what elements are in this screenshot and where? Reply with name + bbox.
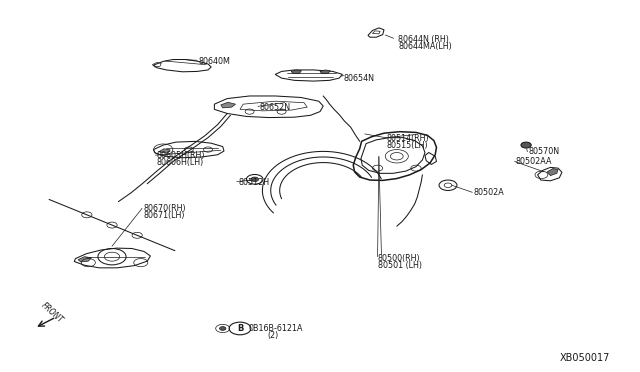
Polygon shape xyxy=(221,102,236,108)
Text: (2): (2) xyxy=(268,331,279,340)
Text: 80652N: 80652N xyxy=(259,103,291,112)
Text: 80502AA: 80502AA xyxy=(516,157,552,166)
Text: 80501 (LH): 80501 (LH) xyxy=(378,261,422,270)
Text: 80514(RH): 80514(RH) xyxy=(387,134,429,143)
Circle shape xyxy=(220,327,226,330)
Text: 80644MA(LH): 80644MA(LH) xyxy=(398,42,452,51)
Text: 80500(RH): 80500(RH) xyxy=(378,254,420,263)
Circle shape xyxy=(251,177,259,182)
Text: 80654N: 80654N xyxy=(343,74,374,83)
Text: 80644N (RH): 80644N (RH) xyxy=(398,35,449,44)
Text: B: B xyxy=(237,324,243,333)
Polygon shape xyxy=(78,257,92,262)
Polygon shape xyxy=(291,70,301,74)
Text: 80512H: 80512H xyxy=(239,178,270,187)
Text: XB050017: XB050017 xyxy=(559,353,610,363)
Text: 80605H(RH): 80605H(RH) xyxy=(156,151,205,160)
Text: 80570N: 80570N xyxy=(529,147,560,156)
Text: FRONT: FRONT xyxy=(40,301,65,325)
Text: 0B16B-6121A: 0B16B-6121A xyxy=(248,324,303,333)
Polygon shape xyxy=(320,70,330,74)
Text: 80640M: 80640M xyxy=(198,57,230,65)
Circle shape xyxy=(521,142,531,148)
Polygon shape xyxy=(159,149,170,153)
Text: 80671(LH): 80671(LH) xyxy=(143,211,185,220)
Text: 80670(RH): 80670(RH) xyxy=(143,204,186,213)
Text: 80515(LH): 80515(LH) xyxy=(387,141,428,150)
Text: 80502A: 80502A xyxy=(474,188,504,197)
Text: 80606H(LH): 80606H(LH) xyxy=(156,158,204,167)
Polygon shape xyxy=(547,169,558,176)
